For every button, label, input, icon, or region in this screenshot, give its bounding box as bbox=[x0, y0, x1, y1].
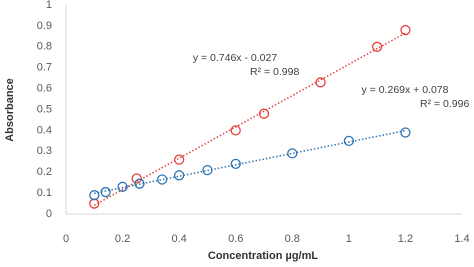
marker bbox=[202, 164, 213, 176]
marker bbox=[400, 24, 411, 36]
marker bbox=[230, 125, 241, 136]
y-tick-label: 0.8 bbox=[37, 41, 52, 53]
trendline bbox=[94, 129, 406, 195]
y-tick-label: 1 bbox=[46, 0, 52, 11]
marker bbox=[157, 174, 168, 185]
x-tick-label: 1 bbox=[346, 233, 352, 245]
trendline-equation: y = 0.269x + 0.078 bbox=[362, 84, 449, 96]
x-tick-label: 0.4 bbox=[171, 233, 186, 245]
y-tick-label: 0.6 bbox=[37, 83, 52, 95]
x-axis-title: Concentration µg/mL bbox=[208, 250, 319, 262]
y-tick-label: 0.4 bbox=[37, 124, 52, 136]
marker bbox=[315, 77, 326, 88]
y-tick-label: 0.1 bbox=[37, 187, 52, 199]
y-tick-label: 0.7 bbox=[37, 62, 52, 74]
marker bbox=[89, 190, 100, 201]
x-tick-label: 0.8 bbox=[285, 233, 300, 245]
y-tick-label: 0.9 bbox=[37, 20, 52, 32]
marker bbox=[258, 108, 270, 119]
marker bbox=[134, 178, 145, 189]
marker bbox=[400, 127, 411, 138]
marker bbox=[343, 135, 355, 147]
x-tick-label: 0.2 bbox=[115, 233, 130, 245]
trendline-equation: R² = 0.996 bbox=[420, 98, 469, 110]
marker bbox=[131, 173, 142, 184]
marker bbox=[230, 158, 241, 169]
x-tick-label: 0 bbox=[63, 233, 69, 245]
x-tick-label: 1.4 bbox=[454, 233, 469, 245]
x-tick-label: 0.6 bbox=[228, 233, 243, 245]
marker bbox=[371, 41, 383, 52]
marker bbox=[287, 148, 298, 159]
y-tick-label: 0.2 bbox=[37, 166, 52, 178]
marker bbox=[173, 154, 185, 165]
marker bbox=[117, 181, 128, 192]
trendline-equation: R² = 0.998 bbox=[250, 66, 299, 78]
trendline-equation: y = 0.746x - 0.027 bbox=[193, 52, 278, 64]
y-tick-label: 0.5 bbox=[37, 103, 52, 115]
marker bbox=[173, 170, 185, 181]
marker bbox=[100, 186, 111, 198]
y-tick-label: 0 bbox=[46, 208, 52, 220]
x-tick-label: 1.2 bbox=[398, 233, 413, 245]
y-axis-title: Absorbance bbox=[4, 78, 16, 142]
y-tick-label: 0.3 bbox=[37, 145, 52, 157]
